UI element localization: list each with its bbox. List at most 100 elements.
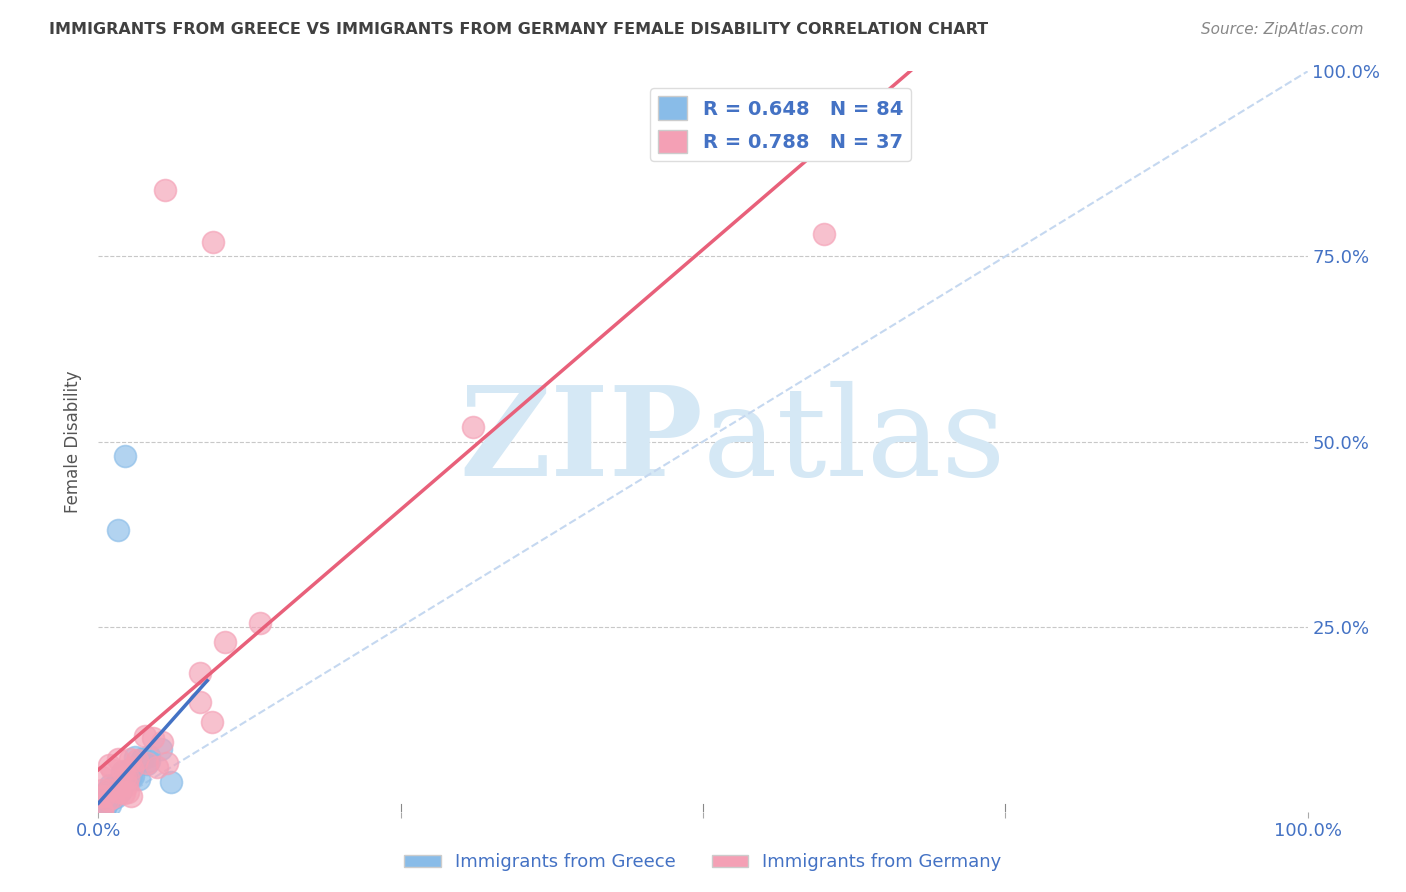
Point (138, 749, 160, 764)
Point (98, 783, 121, 797)
Point (112, 773, 135, 788)
Legend: Immigrants from Greece, Immigrants from Germany: Immigrants from Greece, Immigrants from … (396, 847, 1010, 879)
Point (90, 801, 112, 815)
Point (93, 797, 115, 811)
Point (108, 779, 131, 793)
Point (91, 804, 114, 818)
Point (813, 227, 835, 242)
Point (90, 803, 112, 817)
Point (120, 789, 142, 803)
Point (105, 780, 128, 794)
Point (153, 183, 176, 197)
Point (89, 804, 111, 818)
Point (117, 772, 139, 786)
Text: IMMIGRANTS FROM GREECE VS IMMIGRANTS FROM GERMANY FEMALE DISABILITY CORRELATION : IMMIGRANTS FROM GREECE VS IMMIGRANTS FRO… (49, 22, 988, 37)
Point (98, 798, 121, 813)
Point (120, 769, 142, 783)
Point (97, 793, 120, 807)
Point (122, 769, 145, 783)
Point (131, 752, 153, 766)
Point (104, 782, 127, 797)
Point (463, 419, 485, 434)
Point (134, 730, 156, 744)
Point (108, 780, 131, 794)
Point (136, 756, 159, 771)
Text: Source: ZipAtlas.com: Source: ZipAtlas.com (1201, 22, 1364, 37)
Point (105, 789, 128, 804)
Y-axis label: Female Disability: Female Disability (65, 370, 83, 513)
Point (94, 799, 117, 814)
Point (121, 760, 143, 774)
Point (98, 785, 121, 799)
Point (96, 791, 118, 805)
Point (107, 751, 129, 765)
Point (91, 804, 114, 818)
Point (100, 782, 122, 797)
Point (101, 787, 124, 801)
Point (93, 797, 115, 812)
Point (94, 792, 117, 806)
Point (94, 792, 117, 806)
Point (89, 799, 111, 814)
Point (111, 764, 134, 779)
Point (90, 797, 112, 811)
Text: atlas: atlas (703, 381, 1007, 502)
Point (89, 801, 111, 815)
Point (114, 450, 136, 464)
Point (124, 749, 146, 764)
Point (90, 796, 112, 810)
Point (131, 752, 153, 766)
Point (117, 764, 139, 778)
Point (111, 779, 134, 793)
Point (97, 758, 120, 772)
Point (90, 804, 112, 818)
Legend: R = 0.648   N = 84, R = 0.788   N = 37: R = 0.648 N = 84, R = 0.788 N = 37 (650, 88, 911, 161)
Point (89, 797, 111, 812)
Point (142, 731, 165, 745)
Point (108, 785, 131, 799)
Text: ZIP: ZIP (460, 381, 703, 502)
Point (90, 789, 112, 803)
Point (201, 714, 224, 729)
Point (214, 635, 236, 649)
Point (112, 786, 135, 800)
Point (91, 788, 114, 802)
Point (100, 789, 122, 803)
Point (101, 790, 124, 805)
Point (89, 804, 111, 818)
Point (103, 790, 125, 805)
Point (94, 787, 117, 801)
Point (93, 798, 115, 813)
Point (89, 801, 111, 815)
Point (105, 777, 128, 791)
Point (89, 797, 111, 812)
Point (91, 783, 114, 797)
Point (100, 764, 122, 778)
Point (111, 764, 134, 779)
Point (138, 755, 160, 769)
Point (89, 800, 111, 814)
Point (100, 788, 122, 802)
Point (128, 772, 150, 786)
Point (96, 783, 118, 797)
Point (118, 752, 141, 766)
Point (93, 802, 115, 816)
Point (188, 695, 211, 709)
Point (93, 804, 115, 818)
Point (107, 785, 129, 799)
Point (98, 779, 121, 793)
Point (98, 788, 121, 802)
Point (89, 795, 111, 809)
Point (152, 735, 174, 749)
Point (97, 794, 120, 808)
Point (112, 771, 135, 785)
Point (90, 804, 112, 818)
Point (89, 799, 111, 814)
Point (94, 800, 117, 814)
Point (135, 756, 157, 771)
Point (114, 771, 136, 785)
Point (156, 756, 179, 771)
Point (115, 778, 138, 792)
Point (188, 666, 211, 681)
Point (89, 804, 111, 818)
